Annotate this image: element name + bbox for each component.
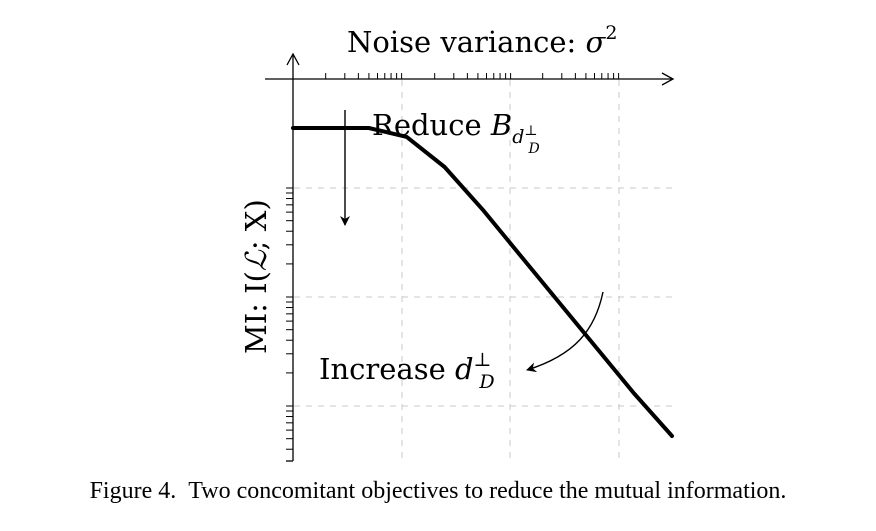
increase-arrow: [526, 291, 604, 373]
x-axis-ticks: [325, 73, 620, 79]
reduce-annotation: Reduce Bd⊥ D: [372, 108, 540, 157]
caption-text: Two concomitant objectives to reduce the…: [188, 478, 787, 504]
grid-lines: [294, 80, 672, 460]
increase-annotation: Increase d⊥ D: [319, 349, 495, 393]
x-axis-label: Noise variance: σ2: [347, 22, 617, 59]
caption-label: Figure 4.: [89, 478, 177, 504]
y-axis-ticks: [286, 187, 293, 450]
y-axis-arrow-icon: [286, 52, 300, 66]
x-axis-arrow-icon: [661, 72, 675, 86]
y-axis-label: MI: I(ℒ; X): [239, 199, 273, 354]
figure-caption: Figure 4. Two concomitant objectives to …: [0, 478, 876, 505]
series-line: [291, 126, 674, 438]
